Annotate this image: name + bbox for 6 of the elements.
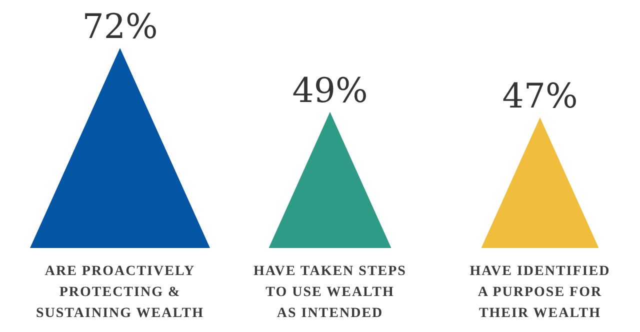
x-tick-label: HAVE IDENTIFIED A PURPOSE FOR THEIR WEALTH [470, 264, 610, 321]
data-label: 72% [82, 7, 158, 47]
data-label: 49% [292, 70, 368, 111]
x-tick-label: ARE PROACTIVELY PROTECTING & SUSTAINING WEALTH [36, 264, 204, 321]
x-tick-label: HAVE TAKEN STEPS TO USE WEALTH AS INTENDED [254, 264, 406, 321]
data-label: 47% [502, 76, 578, 116]
